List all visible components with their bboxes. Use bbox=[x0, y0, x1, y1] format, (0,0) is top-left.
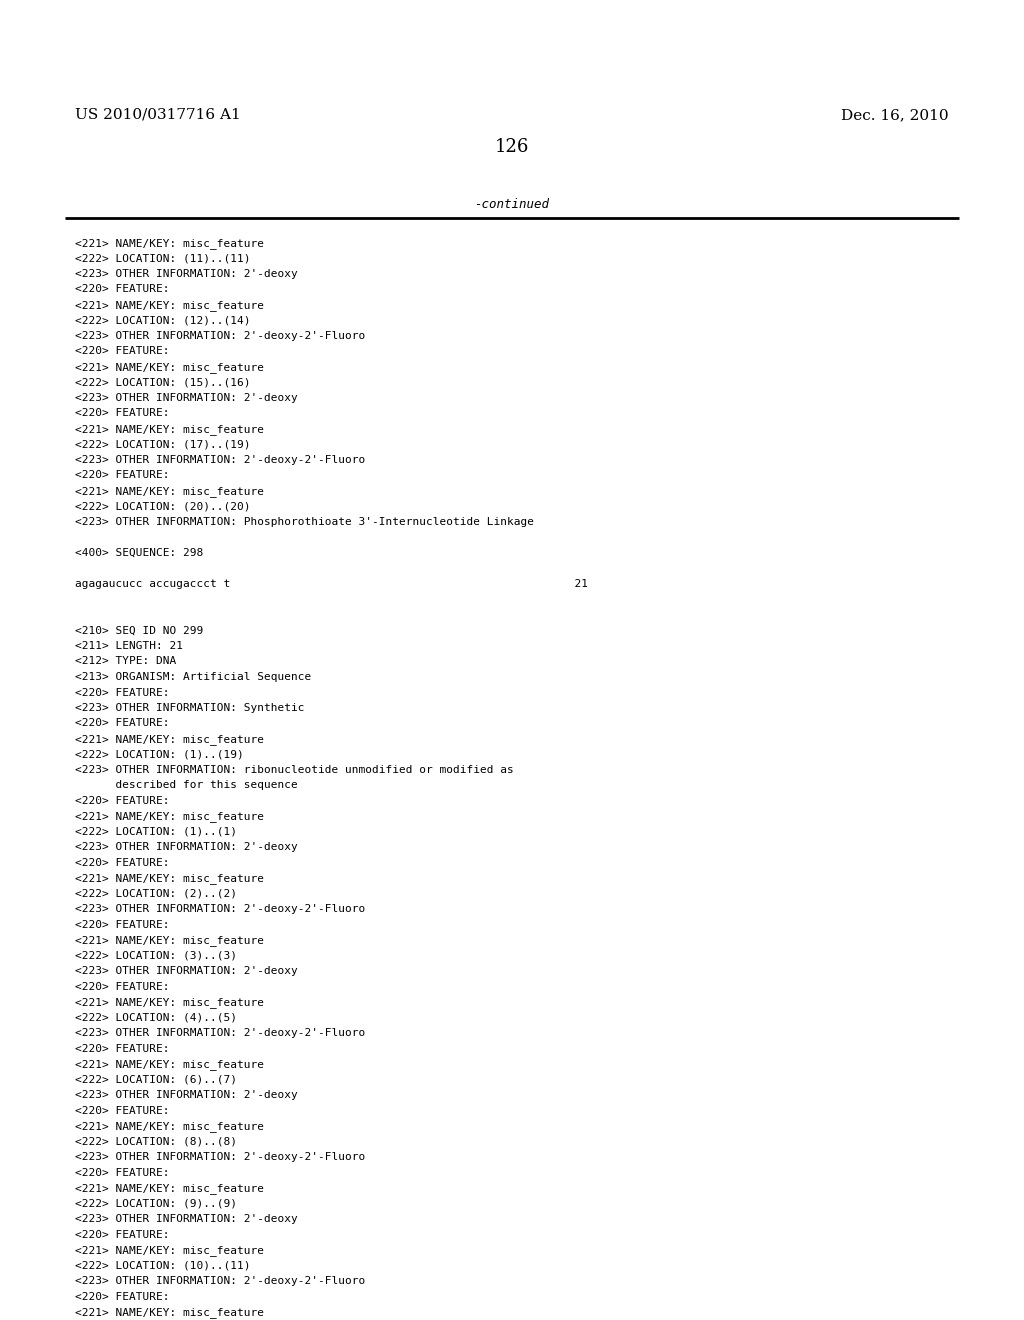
Text: <222> LOCATION: (1)..(19): <222> LOCATION: (1)..(19) bbox=[75, 750, 244, 759]
Text: <223> OTHER INFORMATION: 2'-deoxy-2'-Fluoro: <223> OTHER INFORMATION: 2'-deoxy-2'-Flu… bbox=[75, 331, 366, 341]
Text: <221> NAME/KEY: misc_feature: <221> NAME/KEY: misc_feature bbox=[75, 1184, 264, 1195]
Text: <223> OTHER INFORMATION: 2'-deoxy-2'-Fluoro: <223> OTHER INFORMATION: 2'-deoxy-2'-Flu… bbox=[75, 1276, 366, 1287]
Text: agagaucucc accugaccct t                                                   21: agagaucucc accugaccct t 21 bbox=[75, 579, 588, 589]
Text: <222> LOCATION: (12)..(14): <222> LOCATION: (12)..(14) bbox=[75, 315, 251, 326]
Text: <223> OTHER INFORMATION: 2'-deoxy-2'-Fluoro: <223> OTHER INFORMATION: 2'-deoxy-2'-Flu… bbox=[75, 904, 366, 915]
Text: <223> OTHER INFORMATION: 2'-deoxy: <223> OTHER INFORMATION: 2'-deoxy bbox=[75, 1214, 298, 1225]
Text: <221> NAME/KEY: misc_feature: <221> NAME/KEY: misc_feature bbox=[75, 1122, 264, 1133]
Text: <222> LOCATION: (9)..(9): <222> LOCATION: (9)..(9) bbox=[75, 1199, 237, 1209]
Text: <222> LOCATION: (17)..(19): <222> LOCATION: (17)..(19) bbox=[75, 440, 251, 450]
Text: <220> FEATURE:: <220> FEATURE: bbox=[75, 408, 170, 418]
Text: <221> NAME/KEY: misc_feature: <221> NAME/KEY: misc_feature bbox=[75, 734, 264, 744]
Text: <222> LOCATION: (8)..(8): <222> LOCATION: (8)..(8) bbox=[75, 1137, 237, 1147]
Text: <220> FEATURE:: <220> FEATURE: bbox=[75, 1168, 170, 1177]
Text: Dec. 16, 2010: Dec. 16, 2010 bbox=[842, 108, 949, 121]
Text: <221> NAME/KEY: misc_feature: <221> NAME/KEY: misc_feature bbox=[75, 874, 264, 884]
Text: <223> OTHER INFORMATION: 2'-deoxy: <223> OTHER INFORMATION: 2'-deoxy bbox=[75, 842, 298, 853]
Text: <221> NAME/KEY: misc_feature: <221> NAME/KEY: misc_feature bbox=[75, 1246, 264, 1257]
Text: <213> ORGANISM: Artificial Sequence: <213> ORGANISM: Artificial Sequence bbox=[75, 672, 311, 682]
Text: <220> FEATURE:: <220> FEATURE: bbox=[75, 858, 170, 869]
Text: <221> NAME/KEY: misc_feature: <221> NAME/KEY: misc_feature bbox=[75, 1308, 264, 1319]
Text: <220> FEATURE:: <220> FEATURE: bbox=[75, 982, 170, 993]
Text: described for this sequence: described for this sequence bbox=[75, 780, 298, 791]
Text: <221> NAME/KEY: misc_feature: <221> NAME/KEY: misc_feature bbox=[75, 238, 264, 249]
Text: <220> FEATURE:: <220> FEATURE: bbox=[75, 688, 170, 697]
Text: <222> LOCATION: (4)..(5): <222> LOCATION: (4)..(5) bbox=[75, 1012, 237, 1023]
Text: <221> NAME/KEY: misc_feature: <221> NAME/KEY: misc_feature bbox=[75, 362, 264, 374]
Text: <223> OTHER INFORMATION: 2'-deoxy-2'-Fluoro: <223> OTHER INFORMATION: 2'-deoxy-2'-Flu… bbox=[75, 1028, 366, 1039]
Text: <221> NAME/KEY: misc_feature: <221> NAME/KEY: misc_feature bbox=[75, 1060, 264, 1071]
Text: 126: 126 bbox=[495, 139, 529, 156]
Text: <222> LOCATION: (11)..(11): <222> LOCATION: (11)..(11) bbox=[75, 253, 251, 264]
Text: <221> NAME/KEY: misc_feature: <221> NAME/KEY: misc_feature bbox=[75, 998, 264, 1008]
Text: <211> LENGTH: 21: <211> LENGTH: 21 bbox=[75, 642, 183, 651]
Text: <220> FEATURE:: <220> FEATURE: bbox=[75, 346, 170, 356]
Text: <223> OTHER INFORMATION: 2'-deoxy-2'-Fluoro: <223> OTHER INFORMATION: 2'-deoxy-2'-Flu… bbox=[75, 455, 366, 465]
Text: <220> FEATURE:: <220> FEATURE: bbox=[75, 470, 170, 480]
Text: <220> FEATURE:: <220> FEATURE: bbox=[75, 1106, 170, 1115]
Text: <222> LOCATION: (15)..(16): <222> LOCATION: (15)..(16) bbox=[75, 378, 251, 388]
Text: <220> FEATURE:: <220> FEATURE: bbox=[75, 1292, 170, 1302]
Text: <220> FEATURE:: <220> FEATURE: bbox=[75, 796, 170, 807]
Text: <223> OTHER INFORMATION: ribonucleotide unmodified or modified as: <223> OTHER INFORMATION: ribonucleotide … bbox=[75, 766, 514, 775]
Text: <400> SEQUENCE: 298: <400> SEQUENCE: 298 bbox=[75, 548, 203, 558]
Text: <220> FEATURE:: <220> FEATURE: bbox=[75, 920, 170, 931]
Text: <223> OTHER INFORMATION: 2'-deoxy-2'-Fluoro: <223> OTHER INFORMATION: 2'-deoxy-2'-Flu… bbox=[75, 1152, 366, 1163]
Text: <223> OTHER INFORMATION: 2'-deoxy: <223> OTHER INFORMATION: 2'-deoxy bbox=[75, 966, 298, 977]
Text: <221> NAME/KEY: misc_feature: <221> NAME/KEY: misc_feature bbox=[75, 812, 264, 822]
Text: <223> OTHER INFORMATION: Synthetic: <223> OTHER INFORMATION: Synthetic bbox=[75, 704, 304, 713]
Text: <220> FEATURE:: <220> FEATURE: bbox=[75, 285, 170, 294]
Text: <222> LOCATION: (20)..(20): <222> LOCATION: (20)..(20) bbox=[75, 502, 251, 511]
Text: <221> NAME/KEY: misc_feature: <221> NAME/KEY: misc_feature bbox=[75, 486, 264, 496]
Text: <222> LOCATION: (6)..(7): <222> LOCATION: (6)..(7) bbox=[75, 1074, 237, 1085]
Text: <223> OTHER INFORMATION: 2'-deoxy: <223> OTHER INFORMATION: 2'-deoxy bbox=[75, 1090, 298, 1101]
Text: <221> NAME/KEY: misc_feature: <221> NAME/KEY: misc_feature bbox=[75, 936, 264, 946]
Text: <221> NAME/KEY: misc_feature: <221> NAME/KEY: misc_feature bbox=[75, 424, 264, 434]
Text: US 2010/0317716 A1: US 2010/0317716 A1 bbox=[75, 108, 241, 121]
Text: -continued: -continued bbox=[474, 198, 550, 211]
Text: <222> LOCATION: (2)..(2): <222> LOCATION: (2)..(2) bbox=[75, 888, 237, 899]
Text: <220> FEATURE:: <220> FEATURE: bbox=[75, 718, 170, 729]
Text: <220> FEATURE:: <220> FEATURE: bbox=[75, 1044, 170, 1053]
Text: <212> TYPE: DNA: <212> TYPE: DNA bbox=[75, 656, 176, 667]
Text: <222> LOCATION: (3)..(3): <222> LOCATION: (3)..(3) bbox=[75, 950, 237, 961]
Text: <210> SEQ ID NO 299: <210> SEQ ID NO 299 bbox=[75, 626, 203, 635]
Text: <223> OTHER INFORMATION: 2'-deoxy: <223> OTHER INFORMATION: 2'-deoxy bbox=[75, 393, 298, 403]
Text: <220> FEATURE:: <220> FEATURE: bbox=[75, 1230, 170, 1239]
Text: <222> LOCATION: (10)..(11): <222> LOCATION: (10)..(11) bbox=[75, 1261, 251, 1271]
Text: <222> LOCATION: (1)..(1): <222> LOCATION: (1)..(1) bbox=[75, 828, 237, 837]
Text: <223> OTHER INFORMATION: 2'-deoxy: <223> OTHER INFORMATION: 2'-deoxy bbox=[75, 269, 298, 279]
Text: <221> NAME/KEY: misc_feature: <221> NAME/KEY: misc_feature bbox=[75, 300, 264, 312]
Text: <223> OTHER INFORMATION: Phosphorothioate 3'-Internucleotide Linkage: <223> OTHER INFORMATION: Phosphorothioat… bbox=[75, 517, 534, 527]
